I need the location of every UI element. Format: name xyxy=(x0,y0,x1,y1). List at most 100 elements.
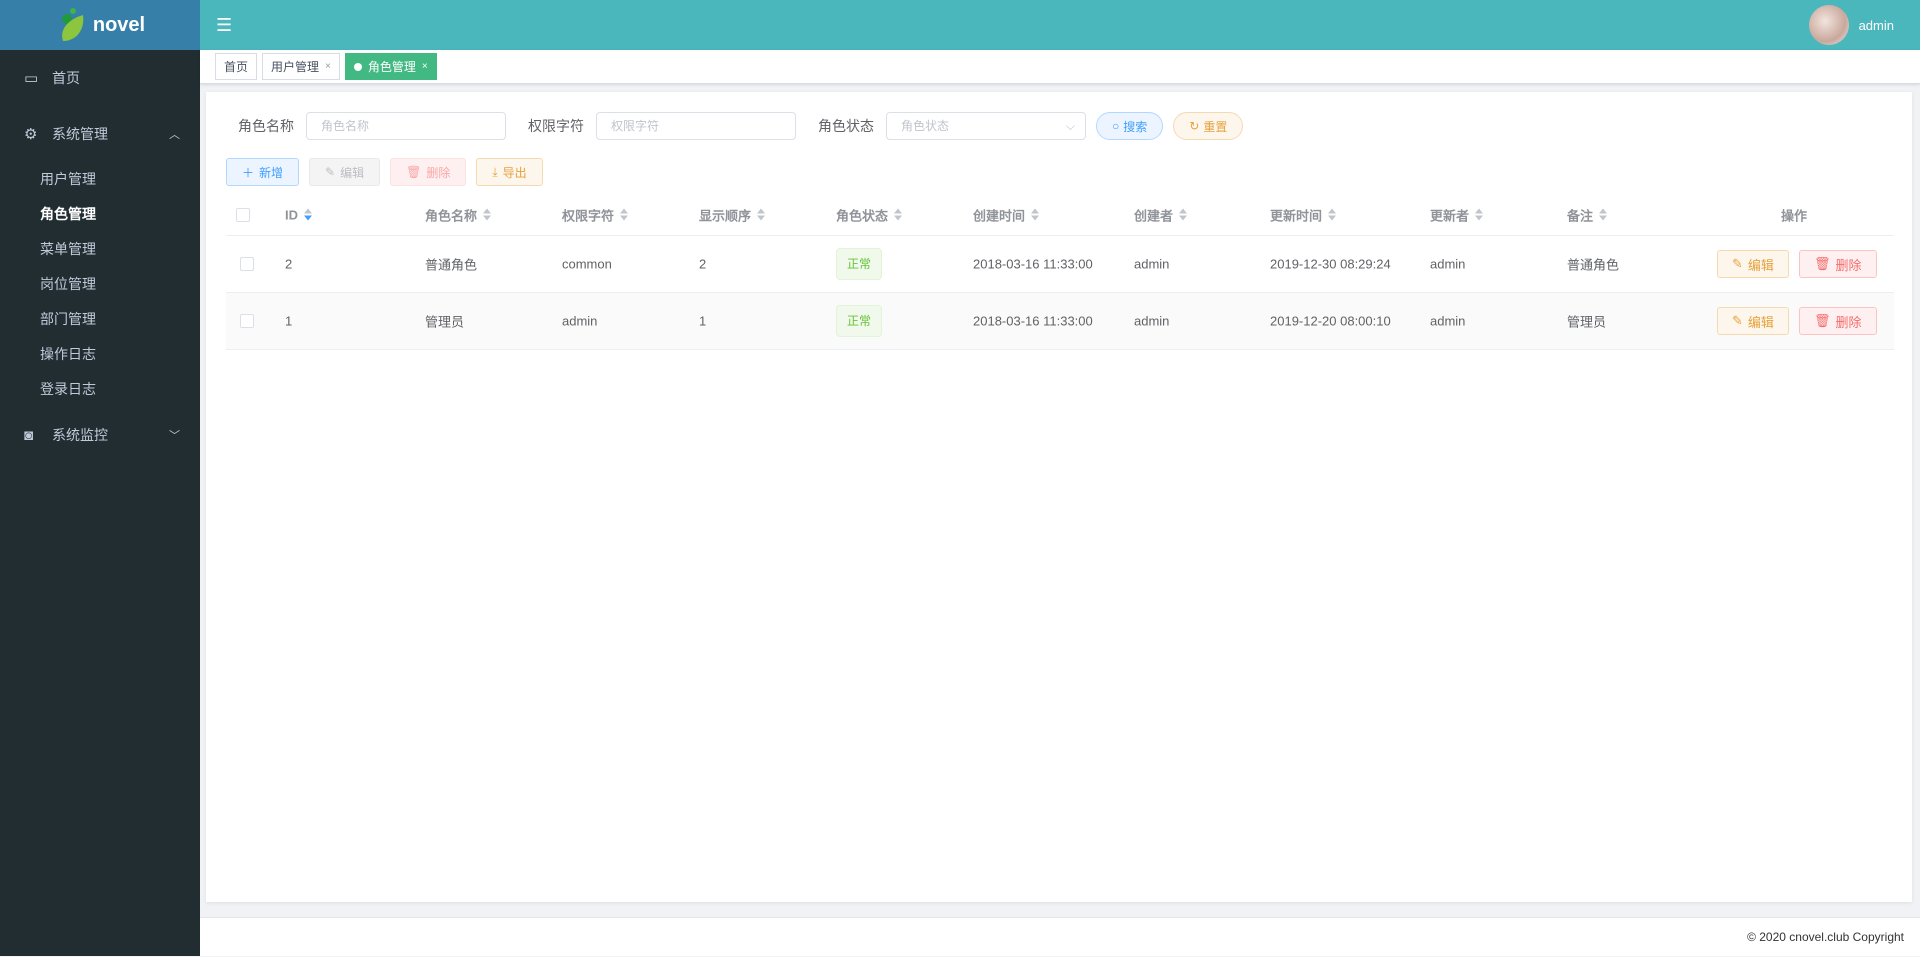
cell-created: 2018-03-16 11:33:00 xyxy=(973,313,1093,329)
sort-descending-icon[interactable] xyxy=(1031,215,1040,221)
header-label: 创建时间 xyxy=(973,208,1026,223)
monitor-icon: ▭ xyxy=(24,70,39,87)
cell-name: 普通角色 xyxy=(425,257,478,273)
role-key-input[interactable] xyxy=(596,112,796,140)
sort-descending-icon[interactable] xyxy=(620,215,629,221)
sidebar-item-users[interactable]: 用户管理 xyxy=(40,171,96,187)
row-edit-button[interactable]: ✎ 编辑 xyxy=(1717,250,1789,278)
sort-ascending-icon[interactable] xyxy=(757,208,766,214)
hamburger-icon[interactable]: ☰ xyxy=(216,14,233,35)
column-header[interactable]: 角色状态 xyxy=(836,205,903,224)
sidebar-item-menus[interactable]: 菜单管理 xyxy=(40,241,96,257)
column-header[interactable]: ID xyxy=(285,207,313,222)
tab-roles[interactable]: 角色管理 × xyxy=(344,53,437,80)
row-delete-button[interactable]: 🗑 删除 xyxy=(1799,250,1877,278)
sidebar-item-roles[interactable]: 角色管理 xyxy=(40,206,96,222)
sidebar-item-depts[interactable]: 部门管理 xyxy=(40,311,96,327)
logo-text: novel xyxy=(92,13,146,36)
header-label: 备注 xyxy=(1567,208,1594,223)
sort-icon[interactable] xyxy=(756,208,766,221)
sort-descending-icon[interactable] xyxy=(1599,215,1608,221)
tab-users[interactable]: 用户管理 × xyxy=(262,53,340,80)
role-status-select[interactable]: 角色状态 ⌵ xyxy=(886,112,1086,140)
select-all-checkbox[interactable] xyxy=(236,207,250,222)
sort-descending-icon[interactable] xyxy=(483,215,492,221)
sort-ascending-icon[interactable] xyxy=(894,208,903,214)
cell-remark: 普通角色 xyxy=(1567,257,1620,273)
cell-updated: 2019-12-20 08:00:10 xyxy=(1270,313,1391,329)
sort-ascending-icon[interactable] xyxy=(1179,208,1188,214)
sort-ascending-icon[interactable] xyxy=(1328,208,1337,214)
sort-ascending-icon[interactable] xyxy=(483,208,492,214)
tab-label: 角色管理 xyxy=(367,60,416,74)
column-header[interactable]: 更新时间 xyxy=(1270,205,1337,224)
sort-icon[interactable] xyxy=(1474,208,1484,221)
column-header[interactable]: 创建时间 xyxy=(973,205,1040,224)
column-header[interactable]: 显示顺序 xyxy=(699,205,766,224)
export-button[interactable]: ⤓ 导出 xyxy=(476,158,543,186)
tab-home[interactable]: 首页 xyxy=(215,53,258,80)
sidebar-item-system[interactable]: ⚙ 系统管理 ︿ xyxy=(0,106,200,162)
column-header[interactable]: 创建者 xyxy=(1134,205,1188,224)
sidebar-item-login-log[interactable]: 登录日志 xyxy=(40,381,96,397)
sort-icon[interactable] xyxy=(893,208,903,221)
pencil-icon: ✎ xyxy=(1732,256,1743,271)
sidebar-item-posts[interactable]: 岗位管理 xyxy=(40,276,96,292)
row-checkbox[interactable] xyxy=(240,314,254,328)
role-name-input[interactable] xyxy=(306,112,506,140)
row-edit-button[interactable]: ✎ 编辑 xyxy=(1717,307,1789,335)
role-status-label: 角色状态 xyxy=(818,118,874,134)
row-delete-button[interactable]: 🗑 删除 xyxy=(1799,307,1877,335)
sort-descending-icon[interactable] xyxy=(1475,215,1484,221)
search-form: 角色名称 权限字符 角色状态 角色状态 ⌵ ○搜索 ↻重置 xyxy=(206,112,1244,140)
column-header[interactable]: 更新者 xyxy=(1430,205,1484,224)
sort-ascending-icon[interactable] xyxy=(1599,208,1608,214)
column-header[interactable]: 备注 xyxy=(1567,205,1608,224)
close-icon[interactable]: × xyxy=(421,61,428,72)
role-name-label: 角色名称 xyxy=(238,118,294,134)
gears-icon: ⚙ xyxy=(24,126,38,143)
sort-ascending-icon[interactable] xyxy=(1031,208,1040,214)
sort-ascending-icon[interactable] xyxy=(1475,208,1484,214)
active-dot-icon xyxy=(353,62,362,71)
sort-icon[interactable] xyxy=(1178,208,1188,221)
sort-icon[interactable] xyxy=(482,208,492,221)
search-button[interactable]: ○ 搜索 xyxy=(1096,112,1164,140)
close-icon[interactable]: × xyxy=(325,61,331,72)
row-checkbox[interactable] xyxy=(240,257,254,271)
sort-descending-icon[interactable] xyxy=(304,215,312,221)
sort-descending-icon[interactable] xyxy=(894,215,903,221)
sort-icon[interactable] xyxy=(619,208,629,221)
sidebar-item-monitor[interactable]: ◙ 系统监控 ﹀ xyxy=(0,407,200,463)
user-menu[interactable]: admin xyxy=(1808,5,1894,45)
delete-button[interactable]: 🗑 删除 xyxy=(390,158,467,186)
add-button[interactable]: ＋ 新增 xyxy=(226,158,300,186)
edit-button[interactable]: ✎ 编辑 xyxy=(309,158,381,186)
reset-button[interactable]: ↻ 重置 xyxy=(1173,112,1244,140)
sidebar-item-oper-log[interactable]: 操作日志 xyxy=(40,346,96,362)
sort-icon[interactable] xyxy=(1598,208,1608,221)
sort-icon[interactable] xyxy=(1030,208,1040,221)
trash-icon: 🗑 xyxy=(406,165,422,179)
trash-icon: 🗑 xyxy=(1814,256,1831,271)
cell-key: common xyxy=(562,256,612,272)
sort-descending-icon[interactable] xyxy=(1328,215,1337,221)
sidebar-item-label: 系统监控 xyxy=(52,427,108,443)
sort-icon[interactable] xyxy=(1327,208,1337,221)
sort-ascending-icon[interactable] xyxy=(304,208,312,214)
leaf-logo-icon xyxy=(61,8,84,41)
sort-icon[interactable] xyxy=(303,208,313,221)
trash-icon: 🗑 xyxy=(1814,313,1831,328)
table-row: 2 普通角色 common 2 正常 2018-03-16 11:33:00 admin 20… xyxy=(226,236,1894,293)
sidebar-item-home[interactable]: ▭ 首页 xyxy=(0,50,200,106)
sort-descending-icon[interactable] xyxy=(757,215,766,221)
sort-ascending-icon[interactable] xyxy=(620,208,629,214)
chevron-up-icon: ︿ xyxy=(169,129,180,141)
sort-descending-icon[interactable] xyxy=(1179,215,1188,221)
search-icon: ○ xyxy=(1112,119,1120,133)
column-header[interactable]: 权限字符 xyxy=(562,205,629,224)
cell-updater: admin xyxy=(1430,313,1466,329)
logo[interactable]: novel xyxy=(0,0,200,50)
column-header[interactable]: 角色名称 xyxy=(425,205,492,224)
header-label: 显示顺序 xyxy=(699,208,752,223)
